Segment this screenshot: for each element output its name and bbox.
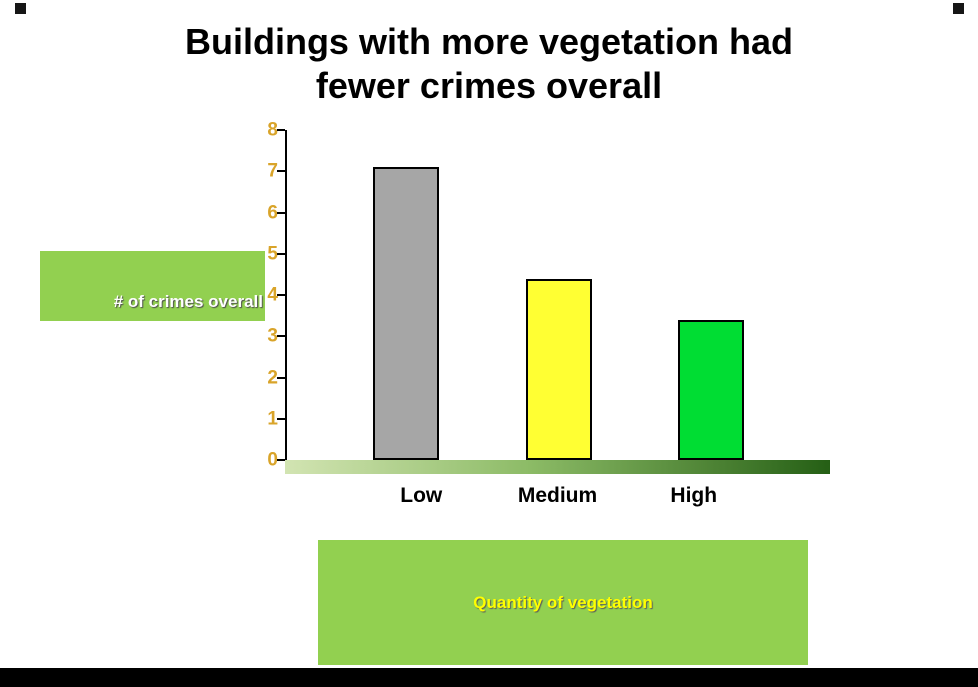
- y-tick-mark: [277, 459, 285, 461]
- x-axis-floor: [285, 460, 830, 474]
- y-tick-mark: [277, 335, 285, 338]
- x-tick-label-high: High: [670, 484, 718, 507]
- x-tick-label-medium: Medium: [517, 484, 598, 507]
- bar-medium: [525, 278, 592, 460]
- y-tick-mark: [277, 170, 285, 173]
- y-tick-mark: [277, 294, 285, 296]
- chart-title-line-2: fewer crimes overall: [315, 64, 663, 106]
- y-tick-label: 7: [267, 160, 278, 182]
- y-tick-label: 2: [267, 367, 278, 388]
- plot-area: [277, 129, 830, 474]
- y-tick-mark: [277, 129, 285, 131]
- chart-title-line-1: Buildings with more vegetation had: [184, 21, 794, 62]
- x-tick-label-low: Low: [400, 484, 443, 507]
- corner-square-right: [953, 3, 964, 14]
- y-tick-label: 0: [267, 449, 278, 471]
- bar-high: [677, 319, 744, 460]
- corner-square-left: [15, 3, 26, 14]
- footer-bar: [0, 668, 978, 687]
- chart-title: Buildings with more vegetation had fewer…: [0, 20, 978, 108]
- x-axis-label: Quantity of vegetation: [473, 592, 653, 612]
- y-tick-label: 4: [267, 284, 278, 306]
- y-axis-label-box: # of crimes overall: [40, 251, 265, 321]
- y-tick-mark: [277, 252, 285, 255]
- y-tick-label: 8: [267, 119, 278, 141]
- y-tick-label: 3: [267, 325, 278, 347]
- y-tick-mark: [277, 211, 285, 214]
- x-axis-tick-labels: Low Medium High: [285, 484, 830, 510]
- y-tick-label: 6: [267, 202, 278, 223]
- x-axis-label-box: Quantity of vegetation: [318, 540, 808, 665]
- y-axis-label: # of crimes overall: [113, 292, 263, 311]
- y-tick-mark: [277, 376, 285, 379]
- y-tick-label: 5: [267, 243, 278, 265]
- y-tick-label: 1: [267, 408, 278, 430]
- y-axis-tick-labels: 0 1 2 3 4 5 6 7 8: [228, 121, 278, 470]
- bar-low: [373, 167, 440, 460]
- y-tick-mark: [277, 417, 285, 420]
- bars-container: [287, 130, 830, 460]
